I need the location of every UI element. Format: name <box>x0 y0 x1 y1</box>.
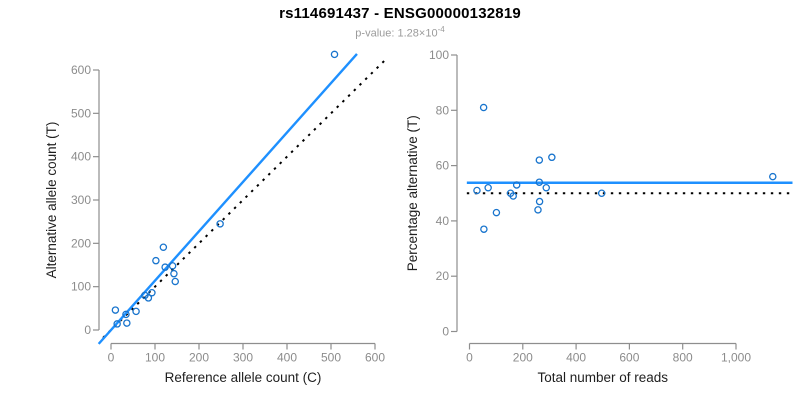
data-point <box>535 156 544 164</box>
x-tick-label: 100 <box>145 351 165 365</box>
data-point <box>535 197 544 206</box>
data-point <box>512 181 521 189</box>
y-tick-label: 200 <box>71 236 91 250</box>
data-point <box>534 206 542 214</box>
data-point <box>132 307 140 316</box>
data-point <box>171 277 179 286</box>
y-tick-label: 0 <box>84 323 91 337</box>
y-axis-title: Percentage alternative (T) <box>405 115 420 271</box>
y-tick-label: 600 <box>71 63 91 77</box>
data-point <box>535 178 544 186</box>
y-tick-label: 100 <box>71 280 91 294</box>
x-tick-label: 600 <box>619 351 639 365</box>
data-point <box>509 192 517 200</box>
x-tick-label: 300 <box>233 351 253 365</box>
data-point <box>769 172 777 181</box>
data-point <box>473 186 481 195</box>
data-point <box>216 220 224 228</box>
y-tick-label: 40 <box>436 214 450 228</box>
y-tick-label: 300 <box>71 193 91 207</box>
x-tick-label: 600 <box>365 351 385 365</box>
data-point <box>479 103 488 112</box>
y-tick-label: 100 <box>429 48 449 62</box>
y-axis-title: Alternative allele count (T) <box>44 122 59 279</box>
data-point <box>113 320 121 328</box>
identity-line <box>102 59 386 339</box>
y-tick-label: 20 <box>436 269 450 283</box>
x-tick-label: 1,000 <box>721 351 751 365</box>
y-tick-label: 400 <box>71 150 91 164</box>
data-point <box>168 262 177 270</box>
fit-line <box>97 53 358 345</box>
data-point <box>484 183 492 192</box>
x-tick-label: 500 <box>321 351 341 365</box>
allele-counts-scatter: 0 100 200 300 400 500 600 0 100 200 300 400 500 600 Re… <box>44 50 386 385</box>
data-point <box>548 153 556 162</box>
y-tick-label: 60 <box>436 159 450 173</box>
data-point <box>144 294 153 302</box>
data-point <box>148 288 156 297</box>
data-point <box>161 263 169 271</box>
x-axis-title: Total number of reads <box>537 370 668 385</box>
y-tick-label: 0 <box>442 325 449 339</box>
data-point <box>542 183 551 192</box>
x-tick-label: 200 <box>189 351 209 365</box>
data-point <box>597 189 606 197</box>
x-tick-label: 200 <box>513 351 533 365</box>
data-point <box>152 256 160 265</box>
data-point <box>330 50 339 59</box>
data-point <box>170 269 178 278</box>
y-tick-label: 80 <box>436 103 450 117</box>
x-axis-title: Reference allele count (C) <box>165 370 322 385</box>
data-point <box>111 306 120 314</box>
x-tick-label: 400 <box>277 351 297 365</box>
percentage-vs-coverage-scatter: 0 20 40 60 80 100 0 200 400 600 800 1,000 Total numb… <box>405 48 793 385</box>
x-tick-label: 0 <box>108 351 115 365</box>
data-point <box>480 225 488 233</box>
data-point <box>122 310 130 319</box>
x-tick-label: 0 <box>466 351 473 365</box>
data-point <box>159 243 168 251</box>
y-tick-label: 500 <box>71 106 91 120</box>
data-point <box>123 319 131 327</box>
x-tick-label: 800 <box>673 351 693 365</box>
data-point <box>492 208 501 217</box>
x-tick-label: 400 <box>566 351 586 365</box>
